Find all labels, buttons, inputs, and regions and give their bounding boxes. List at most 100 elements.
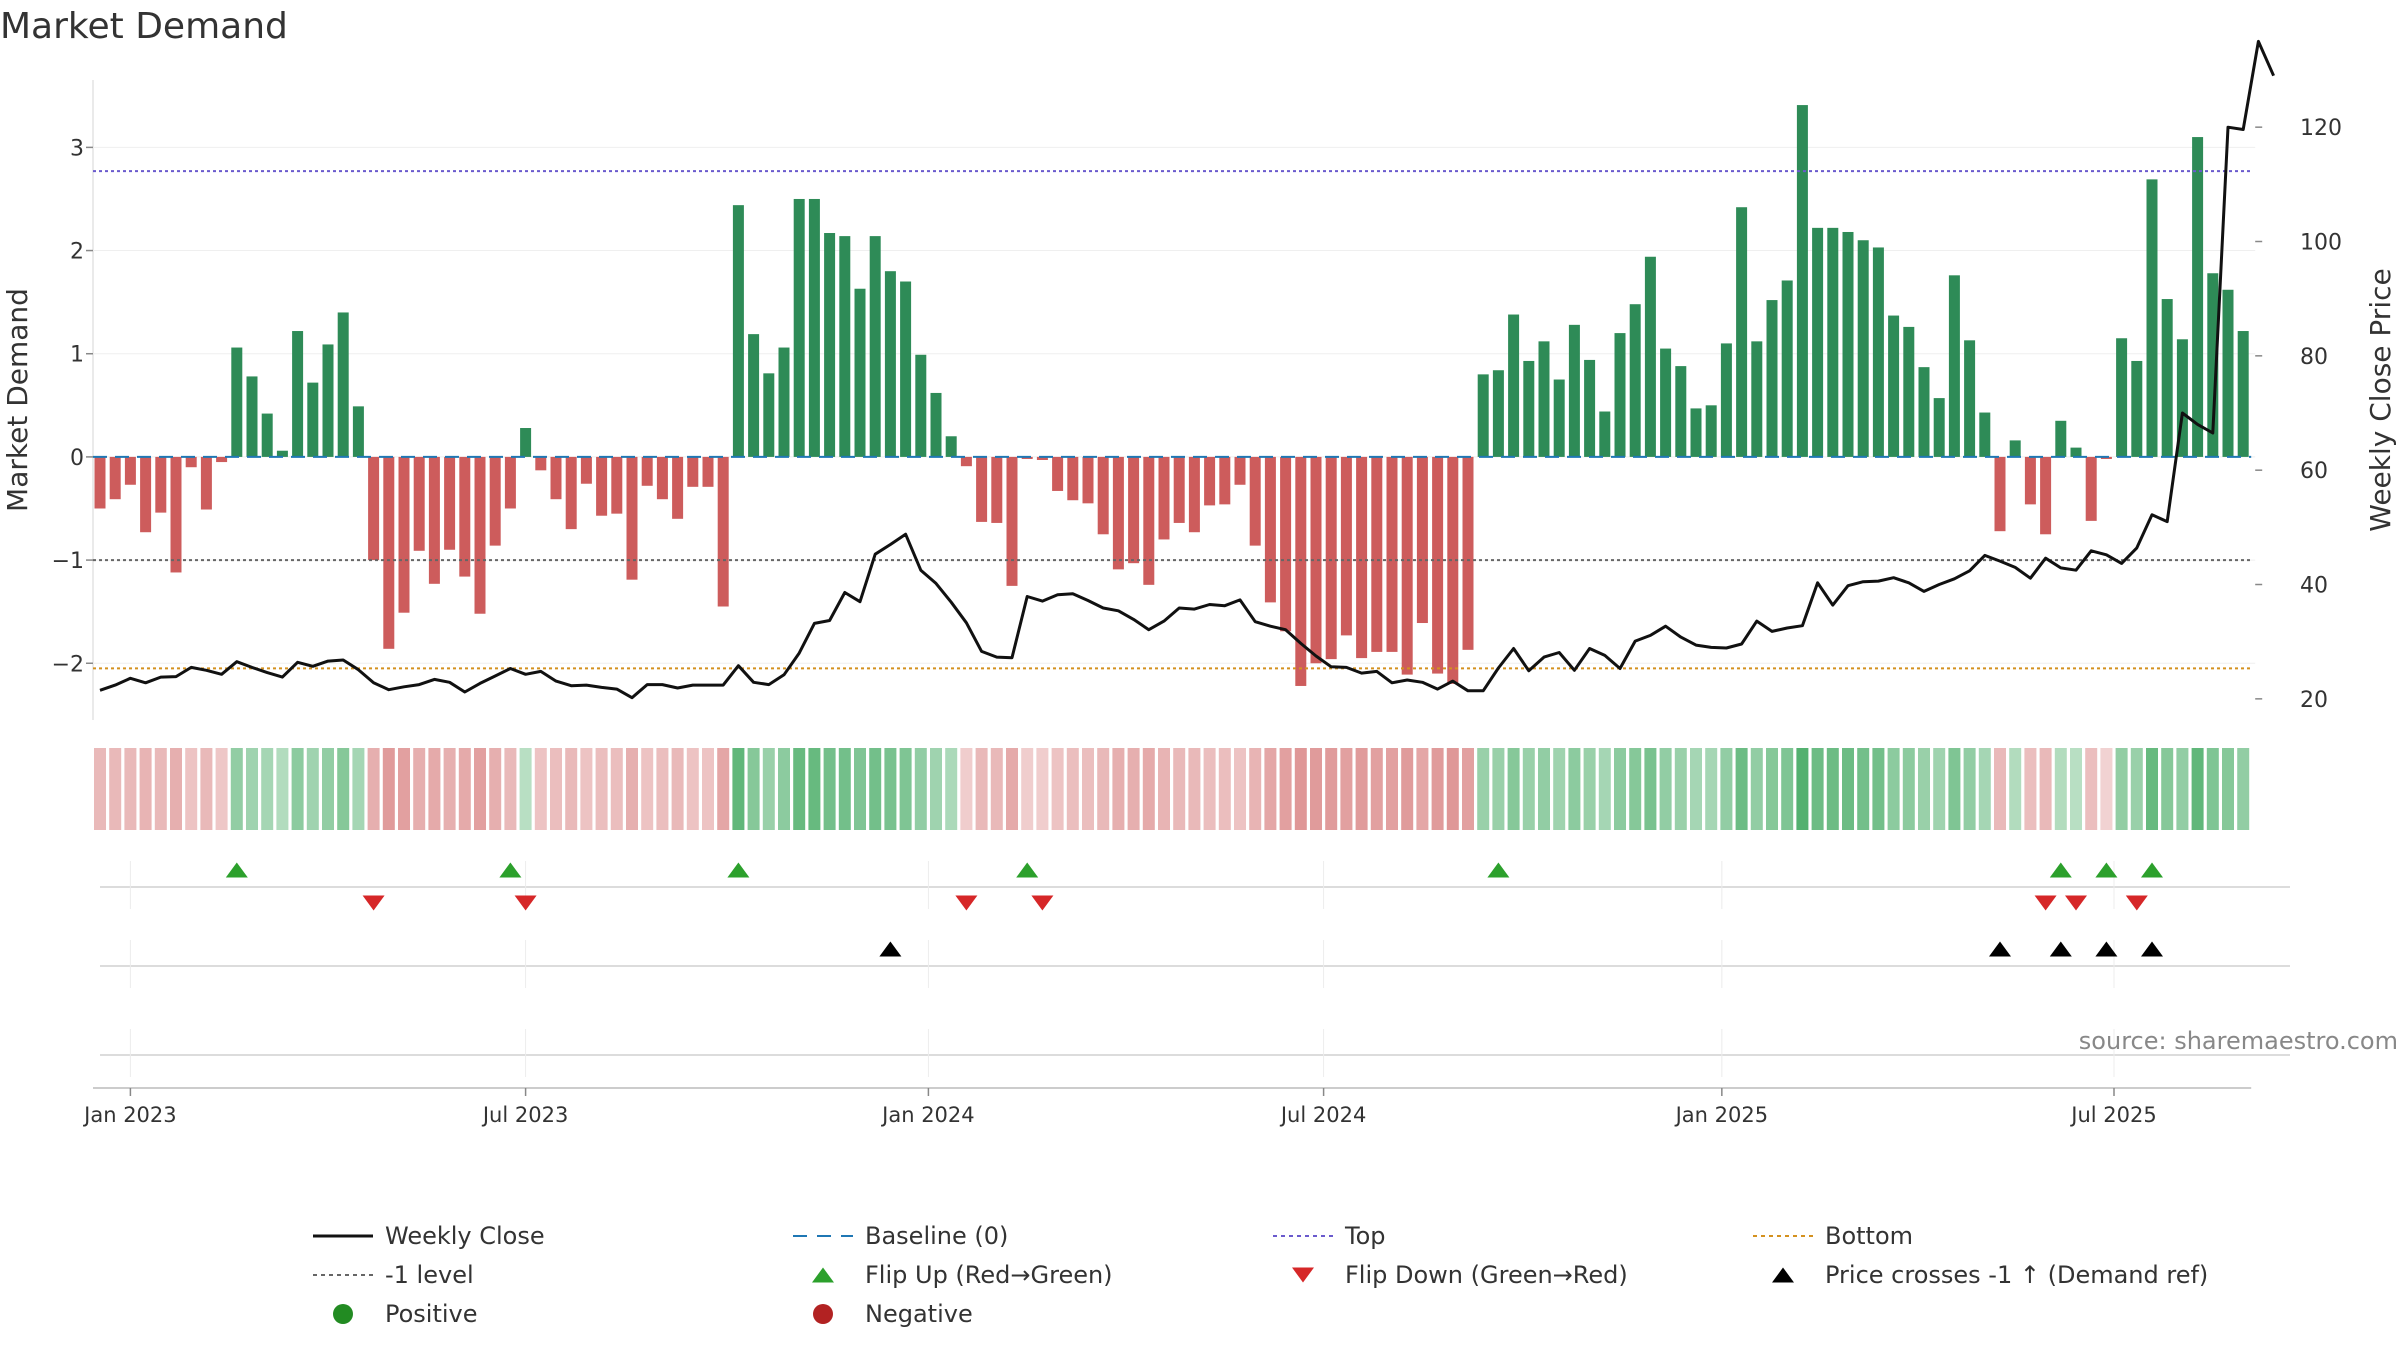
demand-bar bbox=[1644, 256, 1656, 457]
demand-bar bbox=[428, 456, 440, 584]
heat-cell bbox=[1659, 748, 1672, 830]
demand-bar bbox=[2024, 456, 2036, 505]
demand-bar bbox=[1842, 231, 1854, 457]
demand-bar bbox=[2009, 440, 2021, 457]
demand-bar bbox=[702, 456, 714, 487]
demand-bar bbox=[1614, 333, 1626, 457]
demand-bar bbox=[1872, 247, 1884, 457]
legend-label: Weekly Close bbox=[385, 1222, 545, 1250]
heat-cell bbox=[550, 748, 562, 830]
flip-up-marker bbox=[1487, 862, 1510, 878]
heat-cell bbox=[1097, 748, 1110, 830]
demand-bar bbox=[1310, 456, 1322, 664]
flip-up-marker bbox=[499, 862, 522, 878]
demand-bar bbox=[580, 456, 592, 484]
demand-bar bbox=[398, 456, 410, 613]
demand-bar bbox=[1660, 348, 1672, 457]
demand-bar bbox=[2161, 299, 2173, 457]
y2-tick-label: 40 bbox=[2300, 574, 2328, 599]
heat-cell bbox=[1386, 748, 1398, 830]
demand-bar bbox=[504, 456, 516, 509]
flip-down-marker bbox=[2065, 895, 2087, 911]
price-cross-marker bbox=[2095, 941, 2118, 957]
heat-cell bbox=[1401, 748, 1414, 830]
heat-cell bbox=[2176, 748, 2189, 830]
demand-bar bbox=[1736, 207, 1748, 457]
heat-cell bbox=[1994, 748, 2006, 830]
demand-bar bbox=[641, 456, 653, 486]
demand-bar bbox=[1888, 315, 1900, 457]
demand-bar bbox=[808, 198, 820, 457]
demand-bar bbox=[1097, 456, 1109, 535]
demand-bar bbox=[2222, 289, 2234, 457]
demand-bar bbox=[2237, 331, 2249, 457]
heat-cell bbox=[1112, 748, 1125, 830]
heat-cell bbox=[626, 748, 638, 830]
demand-bar bbox=[778, 347, 790, 457]
heat-cell bbox=[1583, 748, 1596, 830]
heat-cell bbox=[230, 748, 243, 830]
demand-bar bbox=[1386, 456, 1398, 652]
heat-cell bbox=[246, 748, 258, 830]
demand-bar bbox=[1766, 300, 1778, 457]
demand-bar bbox=[2085, 456, 2097, 521]
heat-cell bbox=[276, 748, 289, 830]
y2-tick-label: 80 bbox=[2300, 345, 2328, 370]
demand-bar bbox=[1933, 398, 1945, 457]
heat-cell bbox=[1690, 748, 1702, 830]
heat-cell bbox=[930, 748, 942, 830]
demand-bar bbox=[2116, 338, 2128, 457]
heat-cell bbox=[1310, 748, 1322, 830]
heat-cell bbox=[686, 748, 699, 830]
heat-cell bbox=[1766, 748, 1778, 830]
heat-cell bbox=[1355, 748, 1368, 830]
demand-bar bbox=[717, 456, 729, 607]
demand-bar bbox=[216, 456, 228, 463]
legend-swatch-negative bbox=[813, 1304, 833, 1324]
flip-down-marker bbox=[362, 895, 385, 911]
demand-bar bbox=[1173, 456, 1185, 523]
heat-cell bbox=[1203, 748, 1216, 830]
demand-bar bbox=[2192, 137, 2204, 457]
demand-bar bbox=[2070, 447, 2082, 457]
heat-cell bbox=[2191, 748, 2204, 830]
heat-cell bbox=[1370, 748, 1383, 830]
demand-bar bbox=[991, 456, 1003, 523]
heat-cell bbox=[1902, 748, 1915, 830]
heat-cell bbox=[1857, 748, 1870, 830]
flip-down-marker bbox=[514, 895, 537, 911]
demand-bar bbox=[1553, 379, 1565, 457]
heat-cell bbox=[124, 748, 137, 830]
demand-bar bbox=[383, 456, 395, 649]
heat-cell bbox=[1051, 748, 1064, 830]
heat-cell bbox=[413, 748, 426, 830]
demand-bar bbox=[900, 281, 912, 457]
heat-cell bbox=[2085, 748, 2098, 830]
heat-cell bbox=[398, 748, 410, 830]
heat-cell bbox=[1918, 748, 1930, 830]
y-axis-title: Market Demand bbox=[1, 288, 34, 512]
y-tick-label: 0 bbox=[70, 446, 84, 471]
demand-bar bbox=[292, 331, 304, 457]
y2-tick-label: 20 bbox=[2300, 688, 2328, 713]
heat-cell bbox=[2070, 748, 2082, 830]
heat-cell bbox=[1036, 748, 1049, 830]
demand-bar bbox=[1477, 374, 1489, 457]
heat-cell bbox=[1933, 748, 1946, 830]
demand-bar bbox=[915, 354, 927, 457]
heat-cell bbox=[1173, 748, 1186, 830]
demand-bar bbox=[322, 344, 334, 457]
demand-bar bbox=[945, 436, 957, 457]
heat-cell bbox=[2009, 748, 2022, 830]
demand-bar bbox=[246, 376, 258, 457]
legend-label: Bottom bbox=[1825, 1222, 1913, 1250]
y-tick-label: −1 bbox=[52, 549, 84, 574]
x-tick-label: Jan 2024 bbox=[880, 1103, 975, 1127]
heat-cell bbox=[139, 748, 152, 830]
legend-label: -1 level bbox=[385, 1261, 474, 1289]
price-cross-marker bbox=[2049, 941, 2072, 957]
flip-up-marker bbox=[1016, 862, 1039, 878]
demand-bar bbox=[276, 450, 288, 457]
flip-down-marker bbox=[955, 895, 978, 911]
demand-bar bbox=[2176, 339, 2188, 457]
